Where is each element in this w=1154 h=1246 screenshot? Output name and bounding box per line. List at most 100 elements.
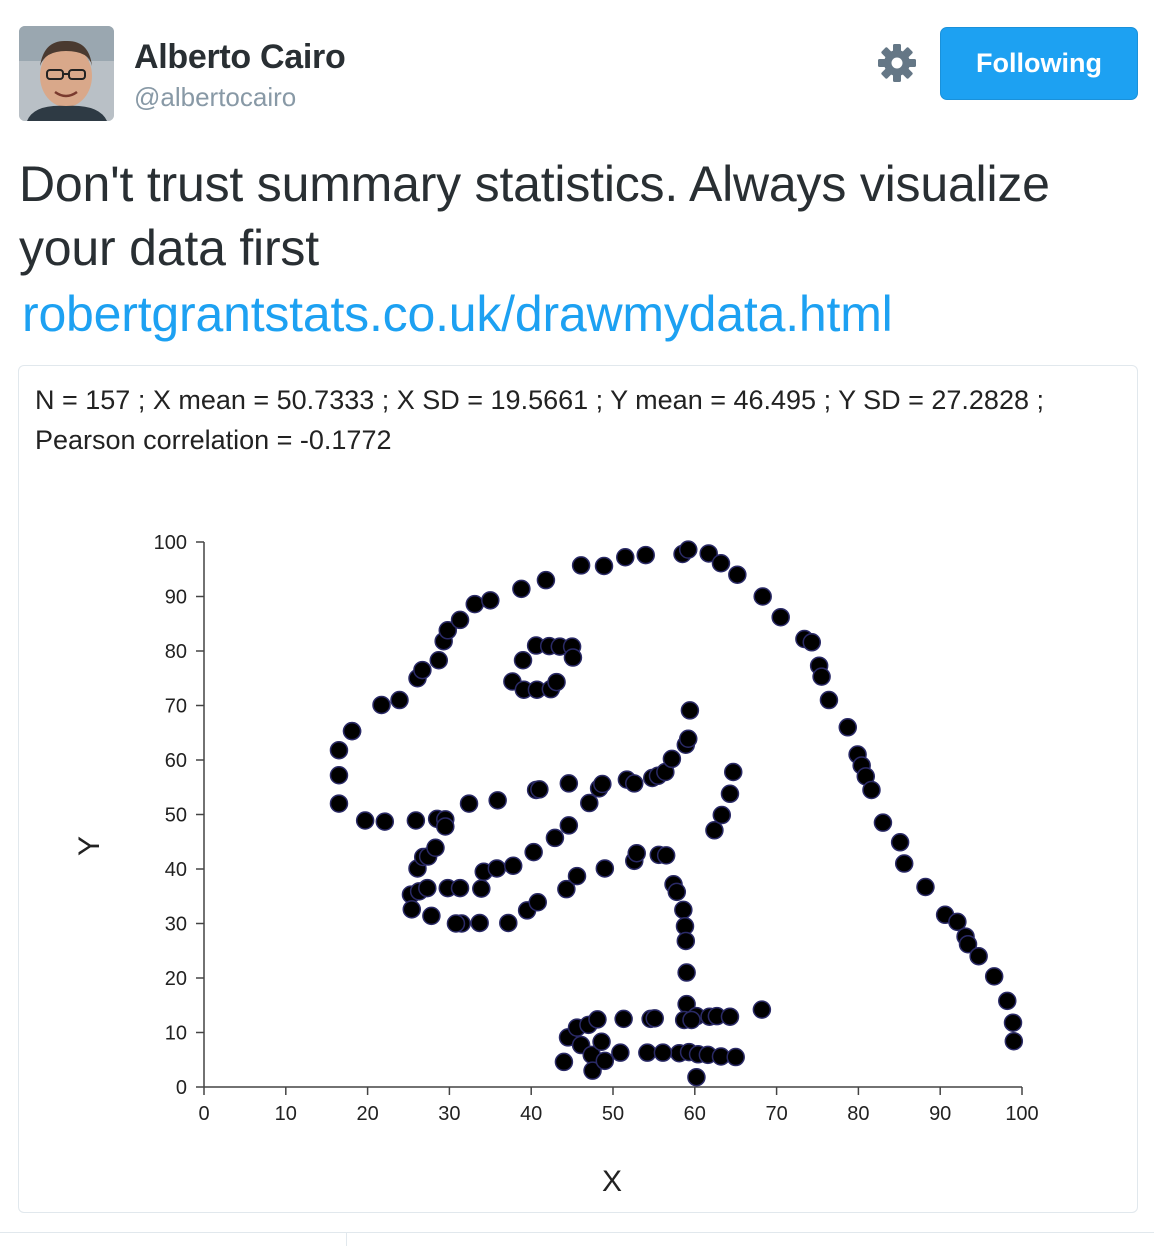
data-point <box>436 817 455 836</box>
data-point <box>459 794 479 813</box>
x-tick-label: 20 <box>356 1103 378 1125</box>
data-point <box>488 791 507 810</box>
y-tick-label: 10 <box>165 1023 187 1045</box>
data-point <box>406 811 426 830</box>
data-point <box>487 859 507 878</box>
data-point <box>948 912 967 932</box>
data-point <box>470 913 489 933</box>
data-point <box>680 701 700 720</box>
x-tick-label: 90 <box>929 1103 951 1125</box>
data-point <box>720 1007 740 1026</box>
data-point <box>465 594 485 614</box>
plot-axes: 0 10 20 30 40 50 60 70 80 90 100 0 10 20 30 40 50 60 70 80 9… <box>154 532 1039 1125</box>
following-button[interactable]: Following <box>940 27 1138 100</box>
data-point <box>446 914 466 933</box>
y-tick-label: 70 <box>165 696 187 718</box>
data-point <box>536 570 556 590</box>
data-point <box>580 793 599 813</box>
data-point <box>355 811 375 830</box>
data-point <box>894 854 914 873</box>
data-point <box>653 1043 673 1062</box>
data-point <box>705 821 724 840</box>
embedded-card[interactable]: N = 157 ; X mean = 50.7333 ; X SD = 19.5… <box>18 365 1138 1213</box>
data-point <box>472 879 491 898</box>
data-point <box>422 906 441 926</box>
data-point <box>390 690 409 710</box>
y-tick-label: 50 <box>165 805 187 827</box>
data-point <box>530 780 549 799</box>
stats-line-2: Pearson correlation = -0.1772 <box>35 425 392 455</box>
data-point <box>614 1009 633 1029</box>
data-point <box>583 1061 602 1080</box>
data-point <box>547 672 566 692</box>
data-point <box>711 554 731 573</box>
tweet-link[interactable]: robertgrantstats.co.uk/drawmydata.html <box>22 286 893 342</box>
y-tick-label: 30 <box>165 914 187 936</box>
data-point <box>413 660 432 680</box>
data-point <box>699 544 718 563</box>
y-tick-label: 80 <box>165 641 187 663</box>
avatar[interactable] <box>19 26 114 121</box>
data-point <box>375 812 395 831</box>
data-point <box>625 774 644 793</box>
data-point <box>728 565 747 584</box>
y-tick-label: 20 <box>165 968 187 990</box>
data-point <box>679 540 698 559</box>
data-point <box>499 913 518 933</box>
data-point <box>627 843 646 863</box>
y-tick-label: 0 <box>176 1077 187 1099</box>
footer-separator <box>346 1233 347 1246</box>
x-tick-label: 30 <box>438 1103 460 1125</box>
y-axis-label: Y <box>73 836 106 856</box>
y-tick-label: 40 <box>165 859 187 881</box>
data-point <box>595 1051 615 1071</box>
summary-statistics: N = 157 ; X mean = 50.7333 ; X SD = 19.5… <box>35 380 1135 460</box>
data-point <box>481 591 500 610</box>
gear-icon[interactable] <box>876 42 918 84</box>
data-point <box>616 548 635 567</box>
x-tick-label: 40 <box>520 1103 542 1125</box>
x-tick-label: 10 <box>275 1103 297 1125</box>
data-point <box>819 690 839 710</box>
author-handle[interactable]: @albertocairo <box>134 82 297 112</box>
data-point <box>969 946 988 966</box>
data-point <box>662 749 682 769</box>
data-point <box>679 729 698 748</box>
data-point <box>559 774 579 793</box>
data-point <box>674 900 693 920</box>
data-point <box>723 762 743 782</box>
data-point <box>667 882 687 902</box>
data-point <box>712 805 732 825</box>
data-point <box>528 892 547 912</box>
data-point <box>682 1010 701 1030</box>
author-name[interactable]: Alberto Cairo <box>134 38 346 76</box>
data-point <box>916 877 935 897</box>
data-point <box>687 1067 706 1087</box>
data-point <box>998 991 1017 1011</box>
scatter-plot: 0 10 20 30 40 50 60 70 80 90 100 0 10 20 30 40 50 60 70 80 9… <box>73 532 1039 1198</box>
data-point <box>571 556 591 575</box>
y-tick-label: 90 <box>165 587 187 609</box>
data-point <box>329 740 349 760</box>
data-point <box>984 967 1004 986</box>
data-point <box>438 621 458 640</box>
data-point <box>594 556 614 576</box>
data-point <box>611 1043 630 1062</box>
data-point <box>636 545 655 565</box>
x-tick-label: 50 <box>602 1103 624 1125</box>
data-point <box>677 963 696 982</box>
x-tick-label: 60 <box>684 1103 706 1125</box>
y-tick-label: 60 <box>165 750 187 772</box>
data-point <box>554 1052 574 1072</box>
data-point <box>372 695 391 715</box>
data-point <box>593 774 612 794</box>
data-point <box>753 587 772 606</box>
x-axis-label: X <box>602 1165 622 1198</box>
data-point <box>402 900 422 919</box>
y-tick-label: 100 <box>154 532 187 554</box>
data-point <box>329 794 349 813</box>
data-point <box>838 718 858 737</box>
data-point <box>890 833 910 852</box>
data-point <box>429 651 449 670</box>
data-point <box>726 1047 745 1067</box>
